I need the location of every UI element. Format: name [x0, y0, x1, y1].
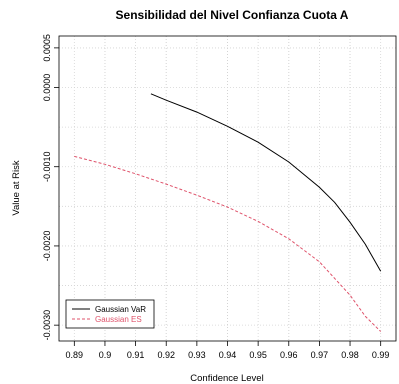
x-tick-label: 0.92: [157, 350, 175, 360]
chart-title: Sensibilidad del Nivel Confianza Cuota A: [116, 8, 349, 22]
x-tick-label: 0.99: [372, 350, 390, 360]
x-axis-label: Confidence Level: [190, 373, 263, 384]
x-tick-label: 0.94: [219, 350, 237, 360]
x-tick-label: 0.96: [280, 350, 298, 360]
y-tick-label: -0.0010: [42, 151, 52, 182]
x-tick-label: 0.93: [188, 350, 206, 360]
x-tick-label: 0.89: [66, 350, 84, 360]
y-tick-label: -0.0030: [42, 310, 52, 341]
legend-label: Gaussian ES: [95, 315, 142, 324]
y-axis: -0.0030 -0.0020 -0.0010 0.0000 0.0005: [42, 34, 59, 340]
x-tick-label: 0.91: [127, 350, 145, 360]
x-tick-label: 0.9: [99, 350, 112, 360]
legend-label: Gaussian VaR: [95, 305, 146, 314]
series-line-gaussian-var: [150, 93, 382, 272]
y-tick-label: 0.0005: [42, 34, 52, 62]
x-tick-label: 0.98: [341, 350, 359, 360]
y-axis-label: Value at Risk: [11, 160, 22, 216]
x-tick-label: 0.95: [249, 350, 267, 360]
y-tick-label: -0.0020: [42, 231, 52, 262]
grid-lines: [59, 36, 396, 341]
legend-box: [65, 299, 155, 329]
y-tick-label: 0.0000: [42, 74, 52, 102]
series-layer: [74, 93, 382, 332]
x-axis: 0.89 0.9 0.91 0.92 0.93 0.94 0.95 0.96 0.97 0.98 0…: [66, 341, 390, 360]
x-tick-label: 0.97: [311, 350, 329, 360]
